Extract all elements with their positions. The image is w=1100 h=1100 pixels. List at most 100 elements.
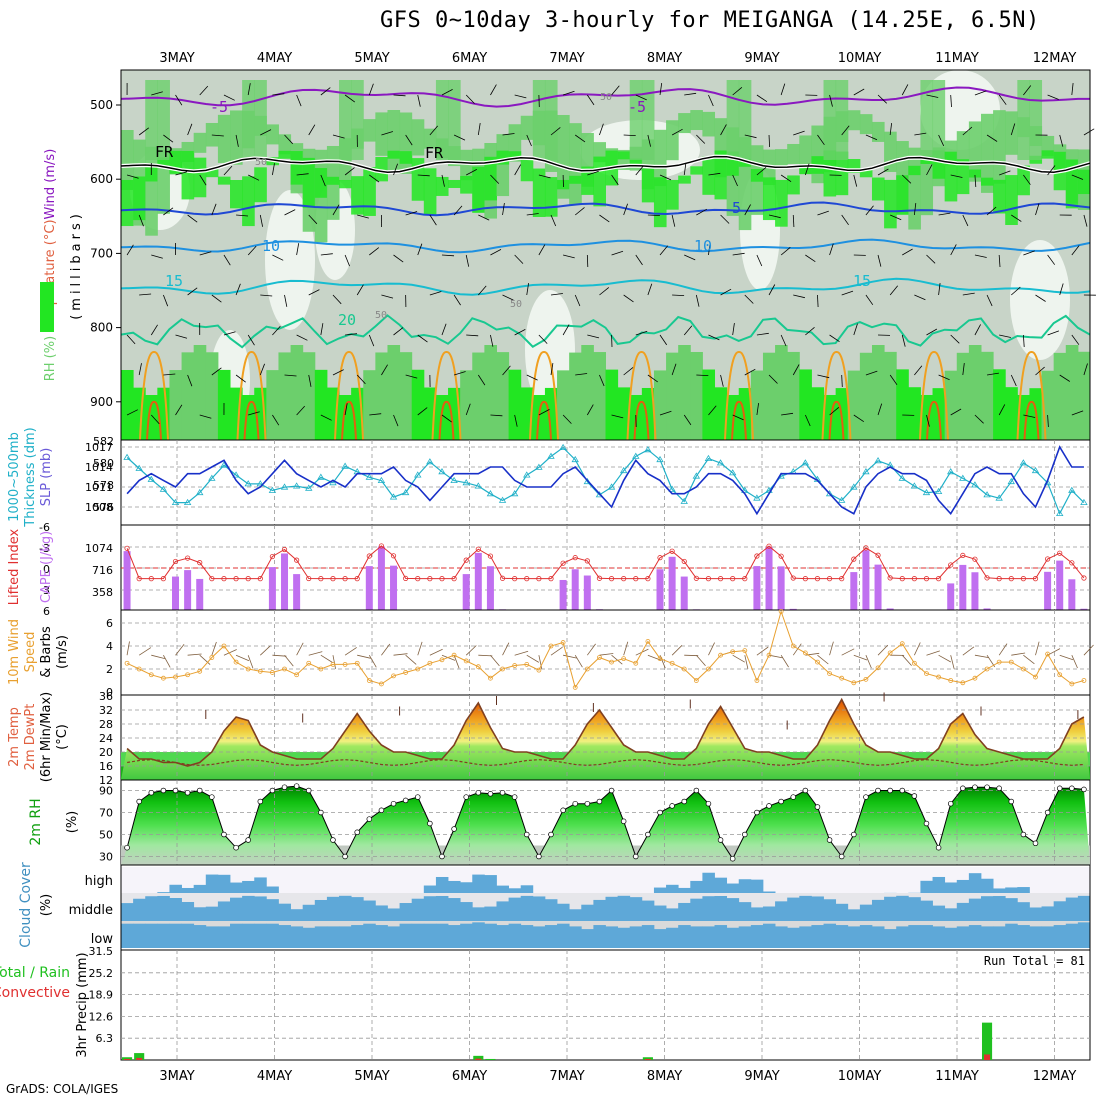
cloud-bar (484, 875, 497, 893)
wind-barb (889, 123, 892, 136)
cloud-bar (569, 926, 582, 948)
wind-barb (938, 654, 951, 663)
rh-tick: 50 (99, 829, 113, 842)
wind-barb (126, 174, 139, 179)
cloud-bar (896, 926, 909, 948)
cloud-bar (593, 925, 606, 948)
thickness-point (910, 482, 919, 489)
cloud-bar (920, 880, 933, 893)
wind-barb (780, 83, 786, 96)
rh-band (520, 115, 534, 140)
cloud-bar (242, 895, 255, 921)
wind-barb (817, 294, 819, 308)
cape-bar (959, 564, 967, 610)
dewpoint-line (127, 759, 1084, 766)
cape-bar (656, 569, 664, 610)
rh-band-high (835, 151, 849, 196)
wind-barb (768, 134, 770, 148)
rh-point (184, 789, 191, 796)
rh-band-high (181, 150, 195, 200)
rh-band-upper (726, 80, 740, 160)
rh-band-upper (242, 80, 255, 160)
thickness-point (414, 471, 422, 478)
wind-speed-point (451, 652, 457, 658)
ylabel-part: RH (%) (43, 336, 58, 381)
wind-barb (986, 206, 997, 216)
slp-tick: 1017 (85, 441, 113, 454)
wind-speed-point (875, 665, 881, 671)
lifted-index-point (693, 575, 699, 581)
wind-barb (635, 94, 647, 101)
precip-tick: 25.2 (89, 967, 114, 980)
wind-barb (138, 214, 144, 227)
rh-band-surface (387, 345, 401, 440)
rh-band-high (460, 175, 473, 194)
rh-point (1008, 798, 1015, 805)
cloud-layer-label: middle (69, 903, 113, 918)
rh-point (899, 787, 906, 794)
wind-barb (574, 654, 583, 668)
wind-barb (720, 288, 732, 296)
wind-barb (259, 363, 265, 376)
wind-barb (151, 91, 163, 96)
wind-barb (574, 207, 585, 216)
wind-speed-point (851, 680, 857, 686)
thickness-point (171, 498, 180, 505)
rh-band-surface (750, 370, 764, 440)
wind-barb (562, 324, 570, 336)
wind-barb (175, 94, 183, 106)
wind-barb (502, 203, 505, 216)
wind-barb (914, 642, 921, 656)
cloud-bar (980, 926, 994, 948)
cloud-bar (1053, 901, 1067, 921)
lifted-index-point (281, 546, 288, 553)
cloud-bar (666, 908, 679, 921)
wind-barb (1035, 294, 1046, 302)
wind-barb (1047, 165, 1056, 176)
rh-band-high (290, 151, 304, 185)
wind-barb (950, 408, 962, 416)
lifted-index-point (633, 576, 639, 582)
wind-barb (417, 334, 428, 343)
thickness-point (741, 486, 749, 493)
panel-ylabel: Cloud Cover (18, 862, 34, 948)
wind-speed-point (257, 668, 263, 674)
rh-band-high (859, 169, 873, 178)
rh-band-upper (1029, 80, 1043, 160)
wind-barb (490, 174, 500, 184)
rh-point (1056, 785, 1063, 792)
wind-speed-point (1081, 678, 1087, 683)
wind-speed-point (742, 648, 748, 653)
cloud-bar (254, 896, 267, 921)
rh-point (136, 798, 142, 805)
rh-band (956, 131, 970, 167)
thickness-point (450, 476, 458, 483)
wind-barb (308, 374, 312, 387)
lifted-index-point (1081, 575, 1087, 581)
wind-barb (550, 293, 563, 296)
rh-band-high (532, 168, 546, 217)
cloud-bar (896, 895, 909, 921)
cloud-bar (944, 927, 958, 948)
rh-band-high (980, 177, 994, 186)
thickness-point (523, 471, 531, 478)
wind-barb (926, 164, 933, 176)
wind-barb (708, 405, 717, 416)
rh-band-high (993, 179, 1006, 214)
wind-speed-point (270, 670, 275, 675)
cloud-bar (460, 882, 473, 893)
rh-band (920, 149, 934, 216)
cloud-bar (557, 923, 570, 948)
rh-band-high (133, 176, 146, 221)
cloud-bar (145, 923, 158, 948)
cloud-bar (1029, 926, 1042, 948)
wind-barb (514, 164, 522, 176)
wind-barb (829, 334, 840, 343)
cloud-bar (847, 909, 861, 921)
wind-speed-point (972, 675, 978, 681)
thickness-point (1031, 466, 1040, 474)
wind-speed-point (124, 660, 130, 666)
cloud-bar (944, 882, 958, 893)
wind-barb (829, 243, 834, 256)
